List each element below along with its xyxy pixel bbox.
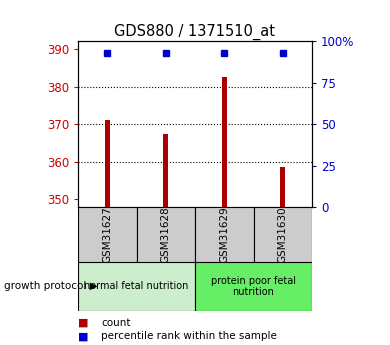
Text: GSM31629: GSM31629: [219, 206, 229, 263]
Text: GSM31630: GSM31630: [278, 206, 288, 263]
Bar: [195, 262, 312, 310]
Bar: [254, 207, 312, 262]
Bar: [280, 167, 285, 207]
Bar: [78, 207, 136, 262]
Bar: [222, 77, 227, 207]
Bar: [136, 207, 195, 262]
Text: count: count: [101, 318, 131, 327]
Text: GSM31627: GSM31627: [102, 206, 112, 263]
Text: GSM31628: GSM31628: [161, 206, 171, 263]
Text: ■: ■: [78, 318, 89, 327]
Bar: [105, 120, 110, 207]
Bar: [163, 134, 168, 207]
Title: GDS880 / 1371510_at: GDS880 / 1371510_at: [115, 24, 275, 40]
Text: normal fetal nutrition: normal fetal nutrition: [84, 282, 189, 291]
Bar: [195, 207, 254, 262]
Text: protein poor fetal
nutrition: protein poor fetal nutrition: [211, 276, 296, 297]
Text: percentile rank within the sample: percentile rank within the sample: [101, 332, 277, 341]
Bar: [78, 262, 195, 310]
Text: growth protocol ▶: growth protocol ▶: [4, 282, 98, 291]
Text: ■: ■: [78, 332, 89, 341]
